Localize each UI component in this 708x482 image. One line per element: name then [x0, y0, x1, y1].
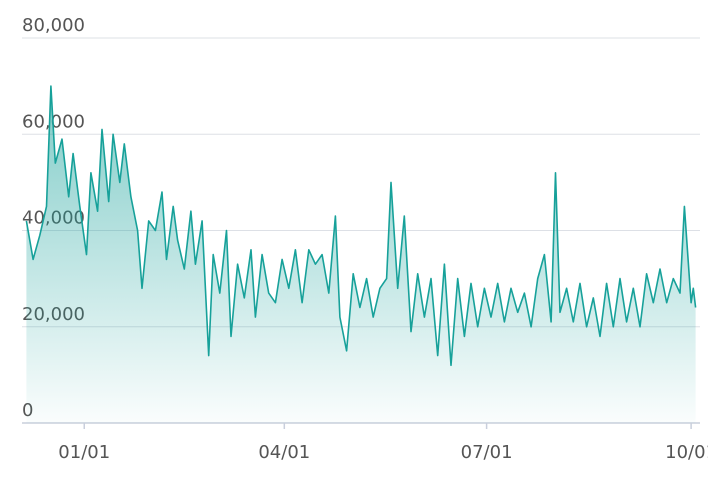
- area-fill: [26, 86, 696, 423]
- x-tick-label: 04/01: [258, 442, 310, 463]
- x-tick-label: 07/01: [461, 442, 513, 463]
- x-tick-label: 10/01: [665, 442, 708, 463]
- y-tick-label: 80,000: [22, 15, 85, 36]
- data-line: [25, 85, 697, 367]
- x-tick-label: 01/01: [58, 442, 110, 463]
